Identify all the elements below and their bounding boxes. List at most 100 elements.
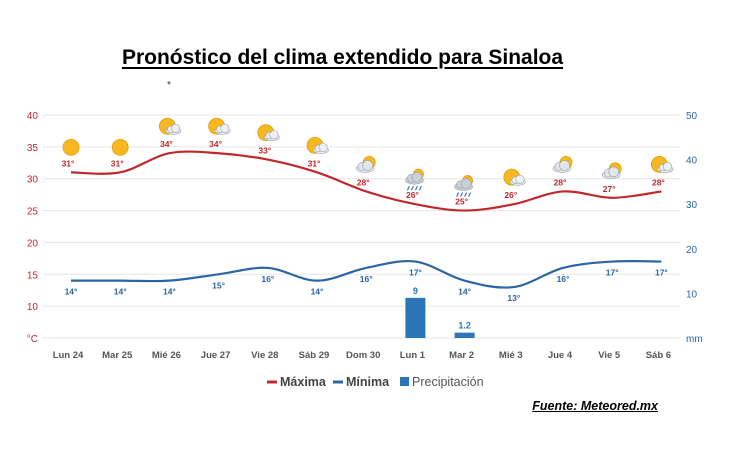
rain-drop: [410, 185, 414, 191]
right-axis: mm 10 20 30 40 50: [686, 111, 703, 345]
cloud-shape: [214, 123, 231, 135]
min-label: 14°: [163, 287, 176, 297]
max-label: 31°: [308, 158, 321, 168]
min-label: 14°: [65, 287, 78, 297]
sun-cloud-icon: [158, 117, 182, 135]
sun-icon: [62, 138, 80, 156]
min-label: 14°: [311, 287, 324, 297]
right-tick-label: 10: [686, 289, 698, 300]
precipitation-bars: [405, 297, 475, 338]
precip-bar: [405, 297, 426, 338]
left-tick-label: °C: [27, 334, 38, 345]
cloud-sun-icon: [552, 156, 573, 173]
min-label: 16°: [261, 274, 274, 284]
rain-drop: [406, 185, 410, 191]
right-tick-label: 40: [686, 156, 698, 167]
cloud-shape: [263, 130, 280, 142]
min-label: 14°: [458, 287, 471, 297]
left-tick-label: 40: [27, 111, 39, 122]
max-label: 28°: [554, 177, 567, 187]
legend: Máxima Mínima Precipitación: [267, 375, 484, 389]
source-note: Fuente: Meteored.mx: [532, 399, 658, 413]
cloud-sun-icon: [601, 162, 622, 180]
sun-cloud-icon: [503, 168, 526, 186]
cloud-shape: [657, 162, 674, 173]
x-tick-label: Mié 3: [499, 350, 523, 361]
legend-label: Precipitación: [412, 375, 484, 389]
max-label: 27°: [603, 184, 616, 194]
cloud-shape: [165, 123, 182, 135]
max-label: 34°: [160, 139, 173, 149]
x-tick-label: Sáb 6: [646, 350, 671, 361]
cloud-shape: [601, 166, 621, 180]
right-tick-label: 20: [686, 245, 698, 256]
min-label: 17°: [409, 268, 422, 278]
max-label: 26°: [406, 190, 419, 200]
rain-drop: [468, 192, 472, 197]
min-label: 17°: [655, 268, 668, 278]
chart-title: Pronóstico del clima extendido para Sina…: [121, 46, 564, 69]
legend-item: Precipitación: [400, 375, 484, 389]
x-tick-label: Lun 24: [53, 350, 84, 361]
max-series-line: [70, 150, 662, 212]
sun-shape: [111, 138, 129, 156]
cloud-sun-icon: [355, 156, 376, 173]
legend-item: Mínima: [333, 375, 390, 389]
x-tick-label: Jue 27: [201, 350, 231, 361]
max-label: 31°: [111, 158, 124, 168]
right-tick-label: 30: [686, 200, 698, 211]
min-label: 14°: [114, 287, 127, 297]
legend-swatch: [400, 377, 409, 386]
max-label: 28°: [357, 177, 370, 187]
weather-icons: [62, 117, 674, 197]
sun-cloud-icon: [208, 117, 231, 135]
stray-mark: *: [167, 80, 171, 91]
sun-icon: [111, 138, 129, 156]
grid-lines: [42, 114, 680, 339]
sun-shape: [62, 138, 80, 156]
max-label: 33°: [258, 146, 271, 156]
max-label: 26°: [504, 190, 517, 200]
right-tick-label: 50: [686, 111, 698, 122]
cloud-shape: [552, 160, 572, 173]
precip-label: 9: [413, 286, 418, 296]
max-label: 34°: [209, 139, 222, 149]
x-tick-label: Vie 5: [598, 350, 621, 361]
legend-label: Mínima: [346, 375, 390, 389]
left-axis: °C 10 15 20 25 30 35 40: [27, 111, 39, 345]
min-label: 16°: [360, 274, 373, 284]
rain-drop: [456, 192, 460, 197]
data-labels: 9 1.2 31° 31° 34° 34° 33° 31° 28° 26° 25° 26° 28° 27°…: [62, 139, 669, 330]
x-tick-label: Lun 1: [400, 350, 426, 361]
rain-drop: [464, 192, 468, 197]
cloud-shape: [509, 174, 526, 186]
rain-drop: [418, 185, 422, 191]
legend-label: Máxima: [280, 375, 327, 389]
sun-cloud-icon: [651, 156, 674, 173]
precip-bar: [454, 332, 475, 338]
x-tick-label: Sáb 29: [299, 350, 330, 361]
rain-drop: [414, 185, 418, 191]
cloud-shape: [454, 178, 473, 191]
x-tick-label: Mar 25: [102, 350, 133, 361]
cloud-shape: [313, 142, 329, 154]
left-tick-label: 10: [27, 302, 39, 313]
x-tick-label: Jue 4: [548, 350, 573, 361]
left-tick-label: 20: [27, 238, 39, 249]
cloud-shape: [355, 160, 375, 173]
min-label: 15°: [212, 280, 225, 290]
left-tick-label: 25: [27, 207, 39, 218]
min-label: 13°: [507, 293, 520, 303]
min-label: 17°: [606, 268, 619, 278]
min-series-line: [71, 259, 662, 289]
x-axis: Lun 24 Mar 25 Mié 26 Jue 27 Vie 28 Sáb 29 Dom …: [53, 350, 671, 361]
cloud-shape: [405, 171, 424, 185]
sun-cloud-icon: [257, 124, 280, 142]
max-label: 25°: [455, 197, 468, 207]
max-label: 31°: [62, 158, 75, 168]
left-tick-label: 30: [27, 175, 39, 186]
cloud-rain-icon: [405, 168, 424, 191]
x-tick-label: Dom 30: [346, 350, 380, 361]
precip-label: 1.2: [458, 321, 471, 331]
